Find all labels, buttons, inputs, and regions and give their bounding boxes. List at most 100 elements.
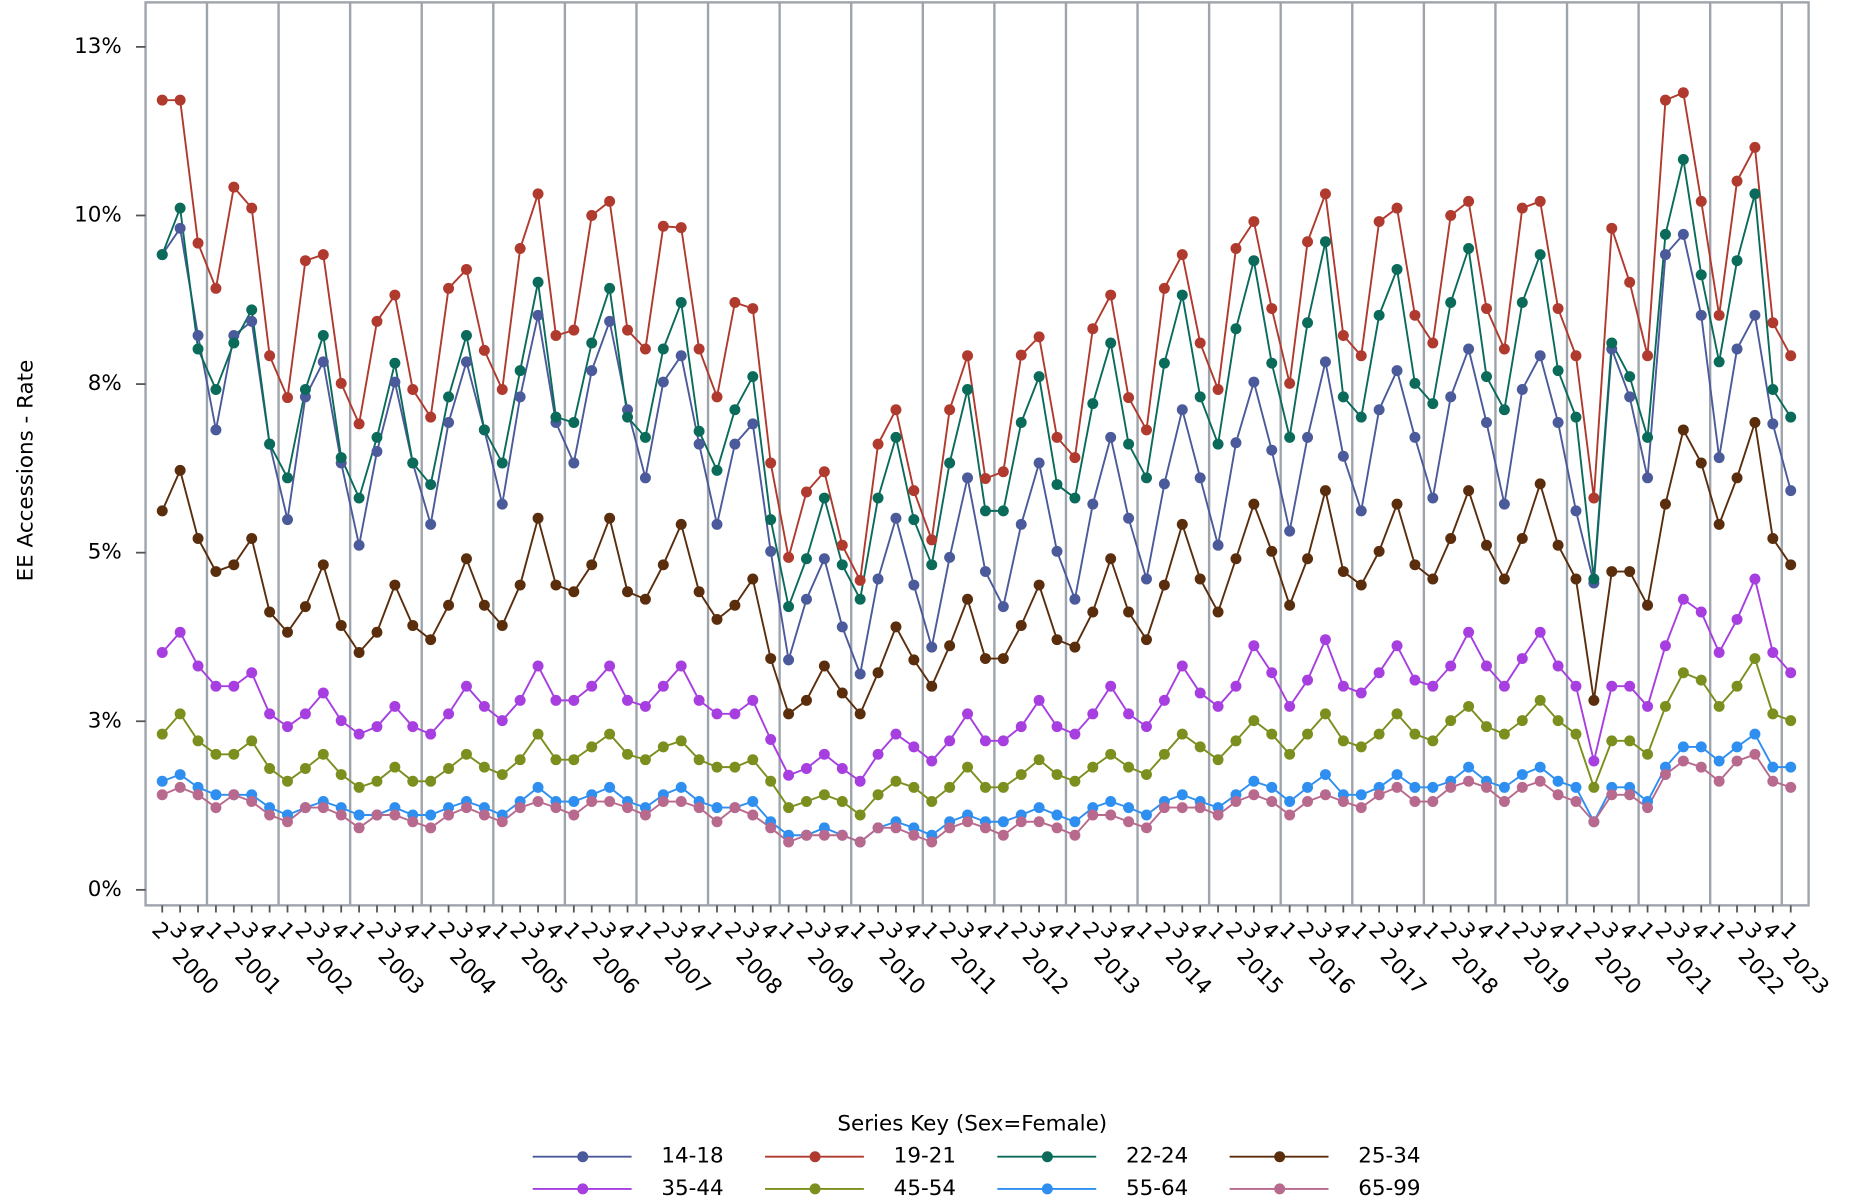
data-point [1015,769,1027,781]
data-point [854,809,866,821]
data-point [1409,796,1421,807]
data-point [443,599,455,611]
data-point [729,296,741,308]
year-label: 2020 [1590,944,1646,1000]
data-point [1355,579,1367,591]
data-point [944,457,956,469]
data-point [1516,383,1528,395]
data-point [1552,660,1564,672]
data-point [1677,228,1689,240]
data-point [1659,228,1671,240]
data-point [1015,816,1027,828]
data-point [317,559,329,571]
data-point [478,599,490,611]
data-point [1498,680,1510,692]
data-point [1409,781,1421,793]
data-point [317,802,329,814]
year-label: 2019 [1518,944,1574,1000]
data-point [1105,289,1117,301]
data-point [514,391,526,403]
data-point [1642,599,1654,611]
data-point [1087,809,1099,821]
data-point [765,457,777,469]
data-point [693,425,705,437]
data-point [1123,606,1135,618]
data-point [1319,356,1331,368]
data-point [693,694,705,706]
data-point [1302,553,1314,565]
data-point [1230,437,1242,449]
data-point [1069,728,1081,740]
legend-marker [577,1183,589,1195]
data-point [1069,775,1081,787]
data-point [711,816,723,828]
data-point [568,457,580,469]
data-point [1158,579,1170,591]
data-point [1767,533,1779,544]
y-tick-label: 10% [74,202,122,227]
data-point [192,533,204,544]
data-point [1516,781,1528,793]
data-point [604,282,616,294]
year-label: 2023 [1777,944,1833,1000]
year-label: 2021 [1661,944,1717,1000]
data-point [1069,641,1081,653]
data-point [622,411,634,423]
data-point [1355,411,1367,423]
data-point [657,343,669,355]
data-point [460,263,472,275]
data-point [1463,243,1475,255]
data-point [460,356,472,368]
data-point [604,796,616,807]
data-point [1284,809,1296,821]
data-point [979,735,991,747]
data-point [604,512,616,524]
data-point [1230,323,1242,335]
data-point [407,620,419,631]
data-point [890,775,902,787]
data-point [353,809,365,821]
data-point [979,566,991,578]
data-point [407,383,419,395]
data-point [747,796,759,807]
data-point [282,816,293,828]
data-point [1141,472,1152,484]
data-point [1284,796,1296,807]
data-point [657,376,669,388]
data-point [1355,350,1367,362]
data-point [532,660,544,672]
data-point [228,337,240,349]
data-point [1695,761,1707,773]
year-label: 2001 [230,944,286,1000]
data-point [747,418,759,430]
data-point [765,545,777,557]
data-point [210,566,222,578]
data-point [389,289,401,301]
data-point [425,479,437,491]
data-point [478,761,490,773]
data-point [1194,687,1206,699]
data-point [1677,593,1689,605]
data-point [729,599,741,611]
data-point [729,761,741,773]
data-point [711,613,723,625]
data-point [890,404,902,416]
data-point [1749,748,1761,760]
data-point [836,559,848,571]
legend-title: Series Key (Sex=Female) [837,1112,1107,1137]
data-point [1445,391,1457,403]
data-point [1731,613,1743,625]
data-point [514,802,526,814]
data-point [800,694,812,706]
data-point [908,829,920,841]
data-point [818,466,830,478]
data-point [908,781,920,793]
data-point [1588,573,1600,585]
data-point [693,586,705,598]
data-point [1248,775,1260,787]
data-point [1552,789,1564,801]
data-point [890,728,902,740]
data-point [550,802,562,814]
data-point [282,775,293,787]
data-point [979,781,991,793]
